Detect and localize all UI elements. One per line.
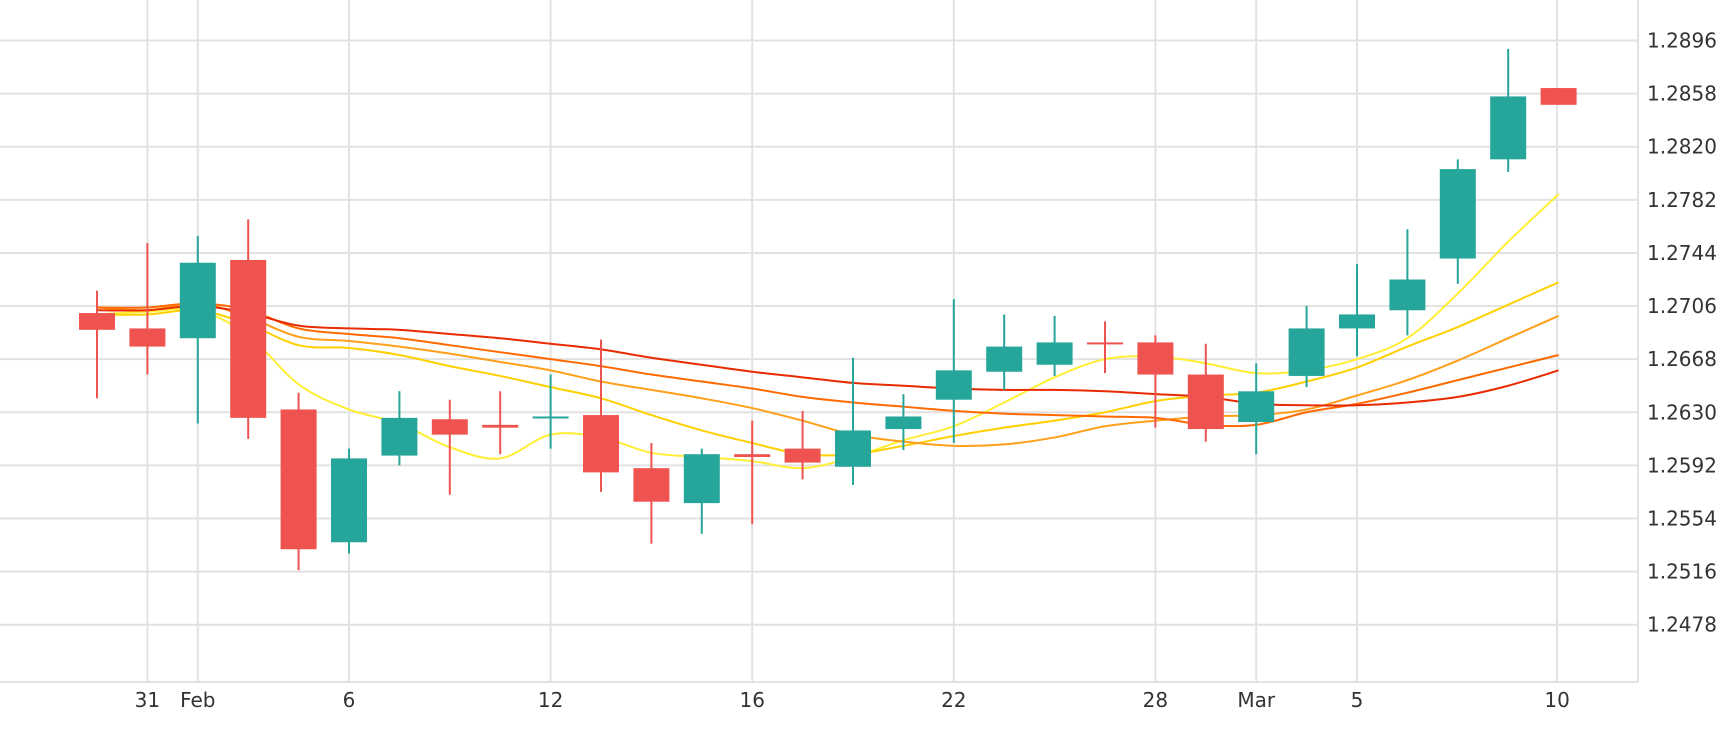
x-tick-label: 22 bbox=[941, 688, 966, 712]
candle bbox=[431, 399, 468, 495]
candle-body bbox=[1036, 342, 1073, 365]
x-tick-label: Feb bbox=[180, 688, 215, 712]
candle bbox=[1288, 306, 1325, 388]
candle-body bbox=[835, 430, 871, 467]
candle-body bbox=[532, 416, 569, 419]
y-tick-label: 1.2896 bbox=[1647, 29, 1717, 53]
candle bbox=[683, 448, 720, 534]
candle bbox=[885, 394, 922, 451]
candle-layer bbox=[79, 48, 1577, 571]
y-tick-label: 1.2668 bbox=[1647, 347, 1717, 371]
candle bbox=[179, 236, 216, 424]
moving-average-line bbox=[96, 302, 1560, 447]
candle-body bbox=[784, 448, 821, 463]
candle-body bbox=[885, 416, 922, 430]
candle-body bbox=[1238, 391, 1275, 423]
x-tick-label: Mar bbox=[1237, 688, 1276, 712]
candle bbox=[1389, 229, 1426, 336]
candle-body bbox=[583, 415, 619, 473]
candle-body bbox=[280, 409, 317, 550]
candle bbox=[331, 448, 367, 554]
candle-body bbox=[1137, 342, 1174, 375]
candle-body bbox=[431, 419, 468, 435]
candle-body bbox=[1389, 279, 1426, 311]
candle-body bbox=[1087, 342, 1123, 345]
candle bbox=[129, 243, 166, 375]
candle-body bbox=[633, 468, 670, 502]
moving-average-line bbox=[96, 305, 1559, 407]
candle-body bbox=[1288, 328, 1325, 376]
y-tick-label: 1.2516 bbox=[1647, 560, 1717, 584]
x-tick-label: 16 bbox=[739, 688, 764, 712]
moving-average-layer bbox=[96, 193, 1560, 470]
candle bbox=[935, 299, 972, 444]
candle-body bbox=[179, 262, 216, 339]
y-tick-label: 1.2478 bbox=[1647, 613, 1717, 637]
candle bbox=[633, 443, 670, 544]
moving-average-line bbox=[96, 302, 1559, 428]
candle-body bbox=[935, 370, 972, 400]
candle-body bbox=[1439, 169, 1476, 259]
y-tick-label: 1.2706 bbox=[1647, 294, 1717, 318]
y-tick-label: 1.2554 bbox=[1647, 506, 1717, 530]
candle bbox=[1238, 363, 1275, 455]
candle bbox=[835, 357, 871, 485]
y-tick-label: 1.2858 bbox=[1647, 82, 1717, 106]
y-tick-label: 1.2630 bbox=[1647, 400, 1717, 424]
moving-average-line bbox=[96, 281, 1560, 457]
candle bbox=[986, 314, 1023, 390]
y-axis-labels: 1.2478 1.2516 1.2554 1.2592 1.2630 1.2668 1.27… bbox=[1647, 29, 1717, 637]
candle bbox=[1036, 315, 1073, 376]
x-axis-labels: 31 Feb 6 12 16 22 28 Mar 5 10 bbox=[135, 688, 1570, 712]
candle-body bbox=[1187, 374, 1224, 430]
candle bbox=[532, 374, 569, 449]
x-tick-label: 28 bbox=[1143, 688, 1168, 712]
y-tick-label: 1.2820 bbox=[1647, 135, 1717, 159]
candle bbox=[79, 290, 115, 399]
y-tick-label: 1.2782 bbox=[1647, 188, 1717, 212]
candle bbox=[784, 410, 821, 480]
x-tick-label: 6 bbox=[343, 688, 356, 712]
candle-body bbox=[482, 424, 519, 428]
candle-body bbox=[331, 458, 367, 543]
y-tick-label: 1.2592 bbox=[1647, 453, 1717, 477]
candle bbox=[1540, 88, 1577, 105]
candle bbox=[1490, 48, 1527, 172]
x-tick-label: 12 bbox=[538, 688, 563, 712]
candle bbox=[280, 392, 317, 571]
candle-body bbox=[683, 454, 720, 504]
candle-body bbox=[79, 313, 115, 330]
candle-body bbox=[381, 417, 418, 456]
candle bbox=[381, 391, 418, 466]
candle-body bbox=[1490, 96, 1527, 160]
candle bbox=[583, 339, 619, 492]
y-tick-label: 1.2744 bbox=[1647, 241, 1717, 265]
candle bbox=[482, 391, 519, 455]
candle bbox=[230, 219, 267, 439]
moving-average-line bbox=[96, 193, 1560, 470]
candle-body bbox=[734, 454, 771, 457]
x-tick-label: 10 bbox=[1544, 688, 1569, 712]
candle bbox=[734, 420, 771, 525]
candle-body bbox=[1540, 88, 1577, 105]
candle bbox=[1087, 321, 1123, 374]
candle-body bbox=[129, 328, 166, 347]
candle bbox=[1439, 159, 1476, 284]
candle-body bbox=[1339, 314, 1375, 329]
candle-body bbox=[230, 259, 267, 418]
candle-body bbox=[986, 346, 1023, 372]
candle bbox=[1137, 335, 1174, 428]
candle bbox=[1187, 343, 1224, 442]
candle bbox=[1339, 264, 1375, 357]
x-tick-label: 31 bbox=[135, 688, 160, 712]
x-tick-label: 5 bbox=[1351, 688, 1364, 712]
